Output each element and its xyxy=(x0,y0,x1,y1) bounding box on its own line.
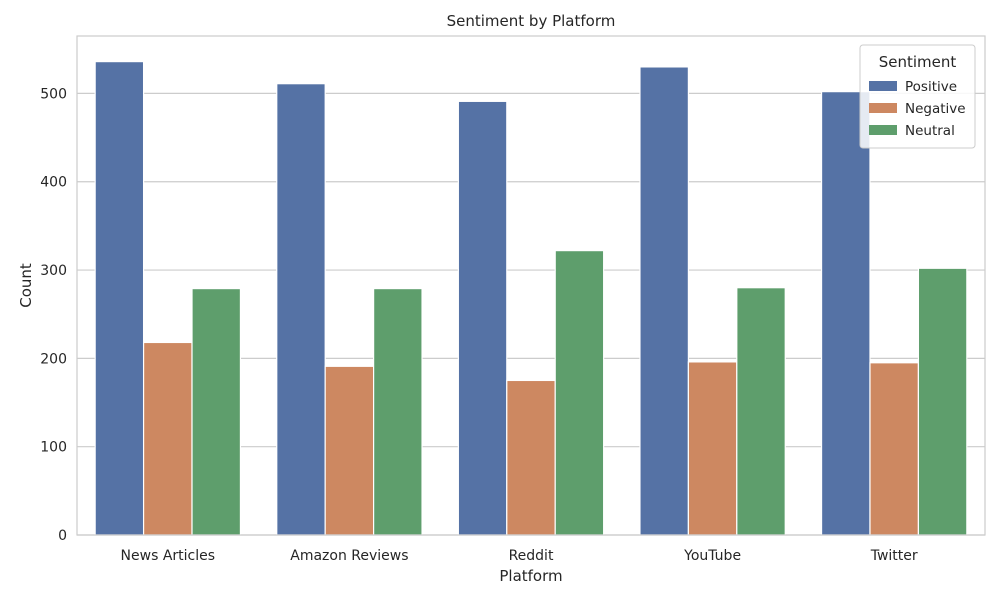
y-tick-label: 400 xyxy=(40,175,67,191)
x-tick-label: YouTube xyxy=(683,548,741,564)
x-axis-title: Platform xyxy=(499,567,562,585)
legend-items: Positive Negative Neutral xyxy=(869,79,966,139)
bar-positive xyxy=(457,100,508,536)
bar-neutral xyxy=(917,267,968,536)
legend-swatch-negative xyxy=(869,103,897,113)
legend-label-neutral: Neutral xyxy=(905,123,955,139)
bar-negative xyxy=(687,361,738,536)
bars xyxy=(94,61,968,536)
x-tick-label: Reddit xyxy=(509,548,554,564)
y-tick-label: 0 xyxy=(58,528,67,544)
bar-positive xyxy=(820,91,871,536)
y-axis-title: Count xyxy=(17,263,35,308)
legend-label-negative: Negative xyxy=(905,101,966,117)
bar-neutral xyxy=(554,250,605,536)
bar-positive xyxy=(276,83,326,536)
bar-negative xyxy=(869,362,920,536)
bar-neutral xyxy=(373,287,423,536)
plot-frame xyxy=(76,35,986,536)
bar-neutral xyxy=(191,287,242,536)
bar-positive xyxy=(94,61,145,536)
y-tick-label: 200 xyxy=(40,351,67,367)
legend-swatch-neutral xyxy=(869,125,897,135)
legend-title: Sentiment xyxy=(879,53,957,71)
legend-label-positive: Positive xyxy=(905,79,957,95)
bar-neutral xyxy=(736,287,786,536)
legend-box xyxy=(859,44,976,149)
x-tick-label: Amazon Reviews xyxy=(290,548,408,564)
y-tick-label: 100 xyxy=(40,440,67,456)
legend: Sentiment Positive Negative Neutral xyxy=(859,44,976,149)
x-tick-label: News Articles xyxy=(121,548,216,564)
chart-title: Sentiment by Platform xyxy=(447,12,616,30)
bar-positive xyxy=(639,66,689,536)
y-tick-label: 300 xyxy=(40,263,67,279)
x-axis-ticks: News Articles Amazon Reviews Reddit YouTube… xyxy=(121,548,918,564)
bar-negative xyxy=(142,341,193,536)
bar-negative xyxy=(324,365,375,536)
x-tick-label: Twitter xyxy=(870,548,918,564)
y-axis-ticks: 0 100 200 300 400 500 xyxy=(40,86,67,544)
legend-swatch-positive xyxy=(869,81,897,91)
y-tick-label: 500 xyxy=(40,86,67,102)
bar-negative xyxy=(506,379,556,536)
